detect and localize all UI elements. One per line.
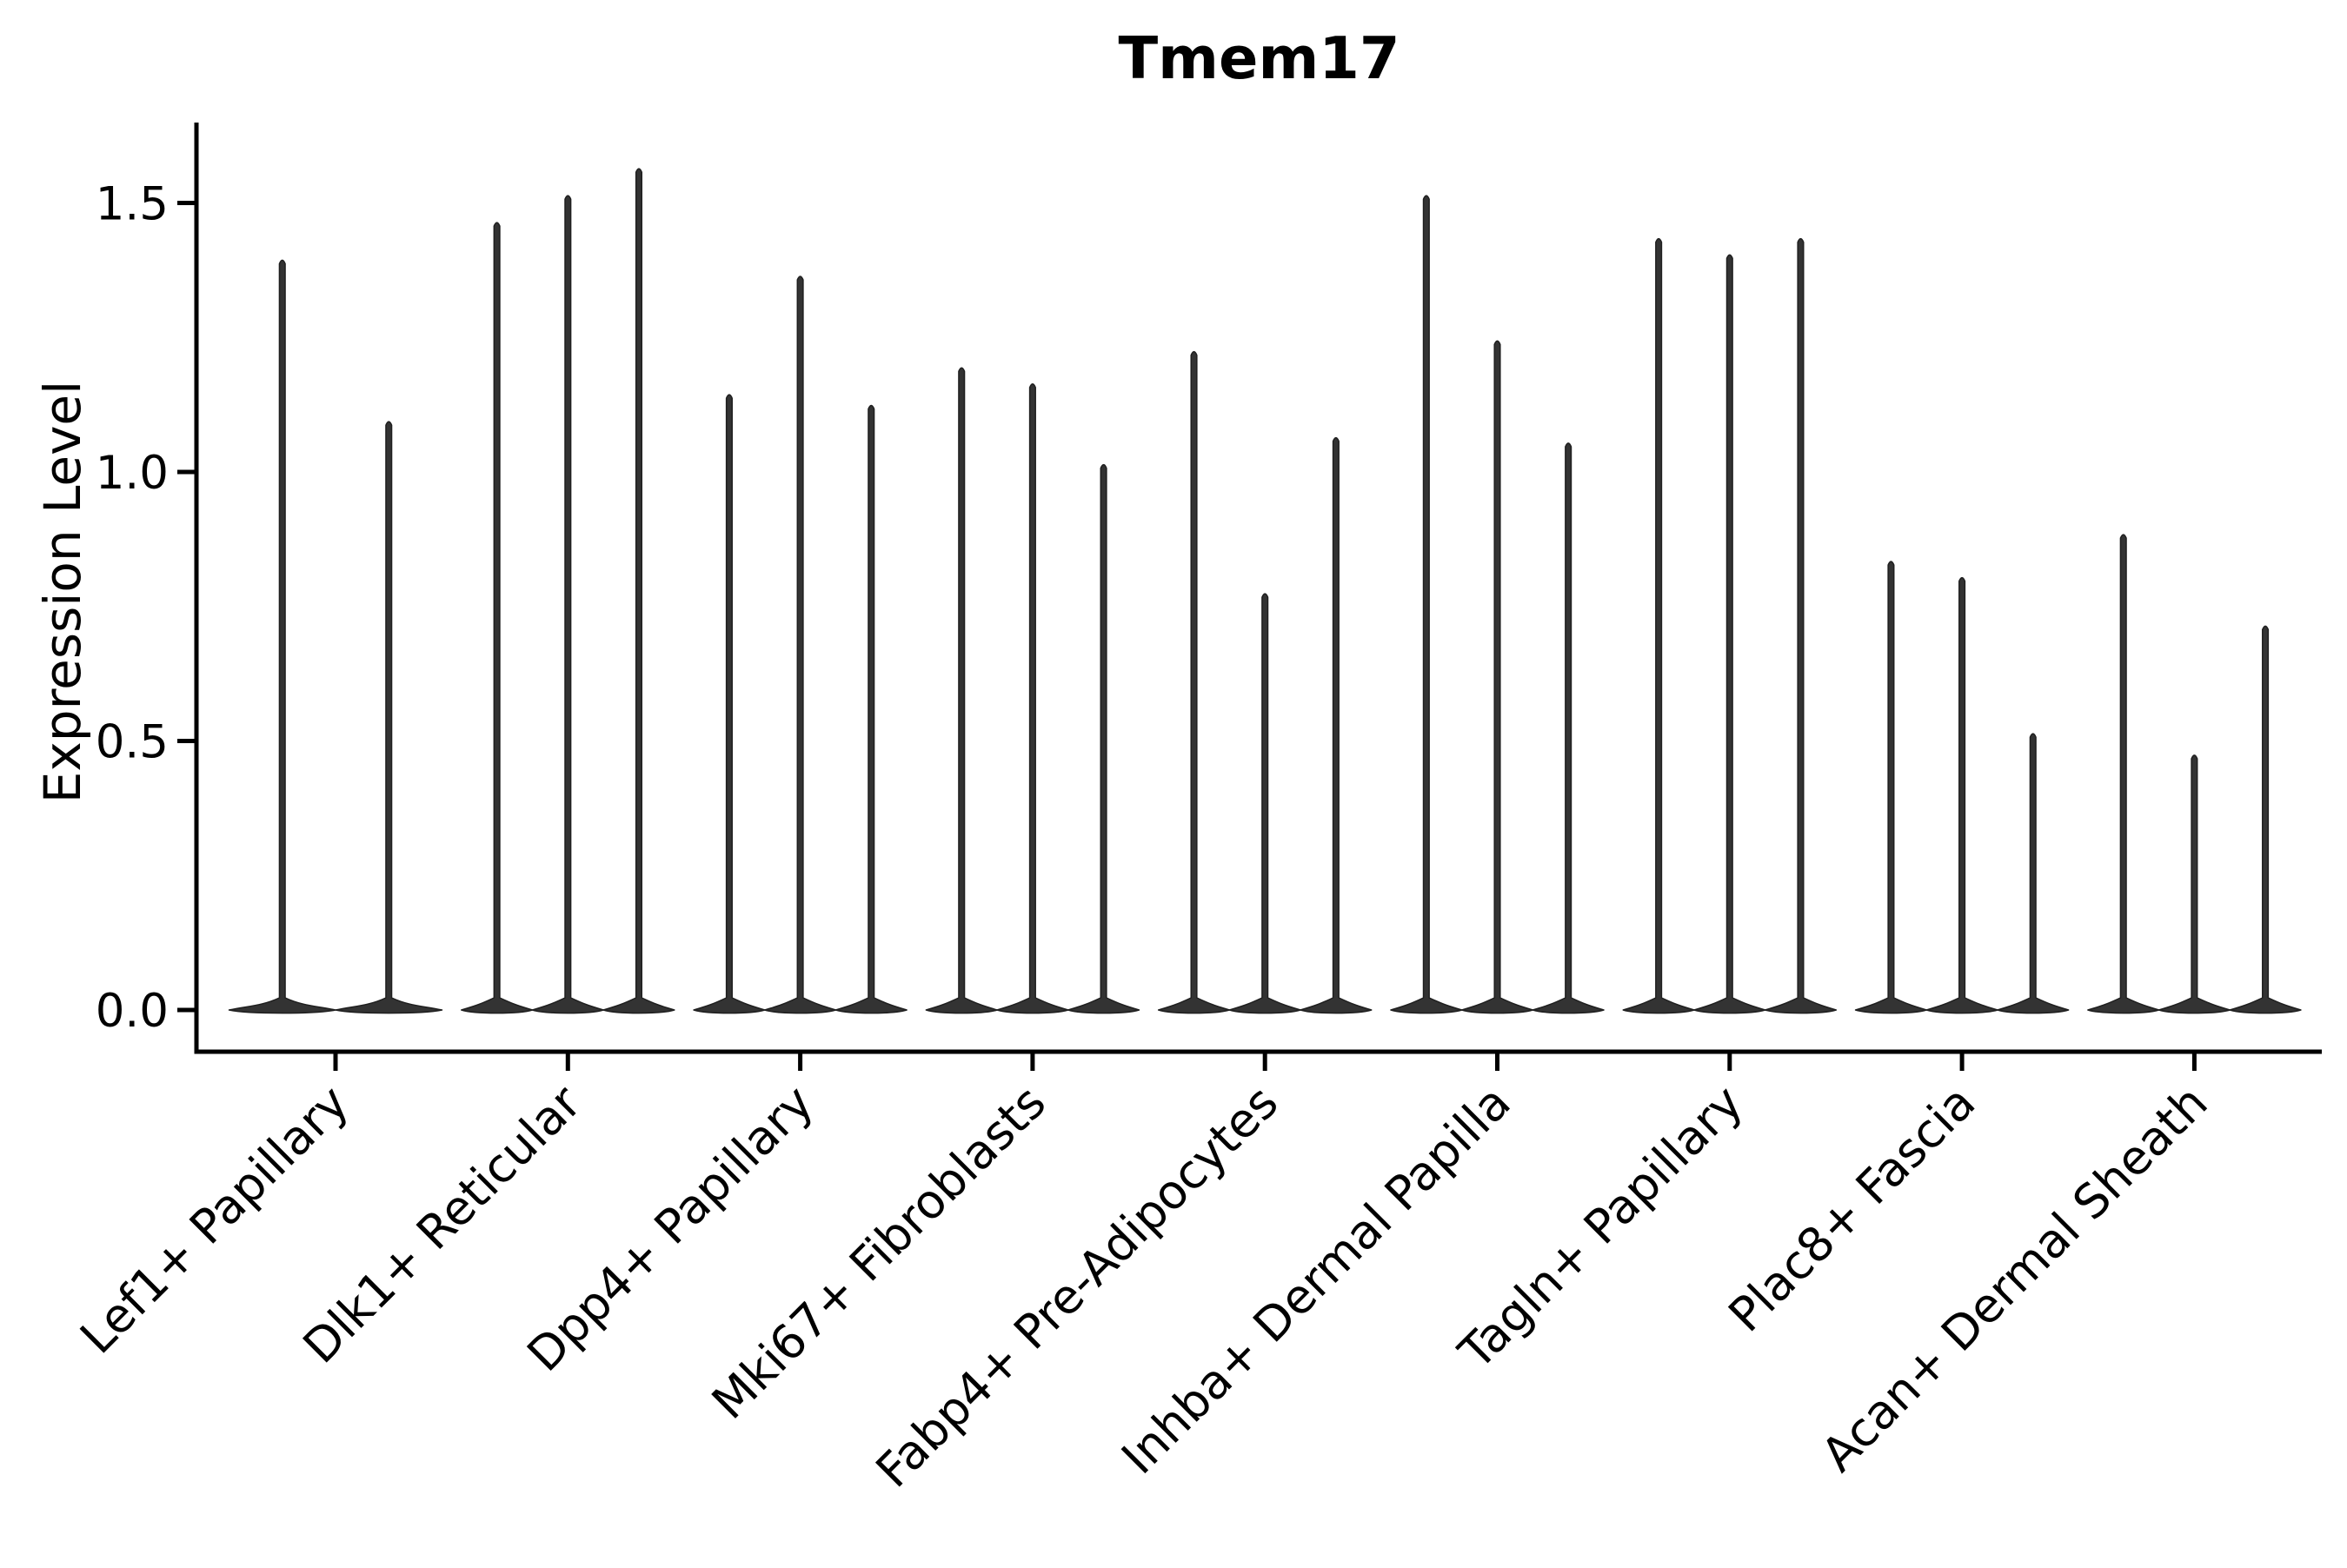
violin (1157, 350, 1231, 1014)
violin (461, 222, 534, 1014)
violin (996, 383, 1069, 1014)
violin (602, 168, 675, 1014)
violin (2087, 534, 2160, 1014)
chart-title: Tmem17 (1118, 24, 1400, 92)
violin (531, 195, 604, 1014)
violin (228, 259, 336, 1014)
violins-layer (228, 168, 2302, 1014)
violin (1300, 436, 1373, 1014)
violin (335, 421, 443, 1014)
violin (1997, 733, 2070, 1014)
axes-layer (177, 123, 2322, 1071)
violin (1390, 195, 1463, 1014)
x-tick-label: Acan+ Dermal Sheath (1811, 1075, 2217, 1482)
violin (834, 404, 908, 1014)
violin (693, 394, 766, 1014)
y-tick-label: 0.0 (96, 985, 169, 1038)
y-tick-label: 1.0 (96, 447, 169, 500)
violin (2229, 625, 2302, 1014)
violin (1925, 576, 1998, 1014)
violin (2158, 754, 2231, 1014)
y-tick-label: 0.5 (96, 716, 169, 769)
y-tick-label: 1.5 (96, 178, 169, 231)
violin (764, 276, 837, 1014)
x-tick-label: Plac8+ Fascia (1719, 1075, 1986, 1343)
violin (1067, 463, 1140, 1014)
violin (1228, 593, 1301, 1014)
x-tick-label: Fabp4+ Pre-Adipocytes (866, 1075, 1289, 1498)
violin (1764, 237, 1838, 1014)
x-tick-label: Inhba+ Dermal Papilla (1111, 1075, 1520, 1485)
violin (925, 367, 998, 1014)
y-axis-label: Expression Level (33, 380, 92, 804)
violin (1532, 442, 1605, 1014)
violin (1854, 561, 1928, 1014)
violin (1460, 340, 1534, 1014)
violin (1693, 254, 1766, 1014)
violin (1622, 237, 1695, 1014)
